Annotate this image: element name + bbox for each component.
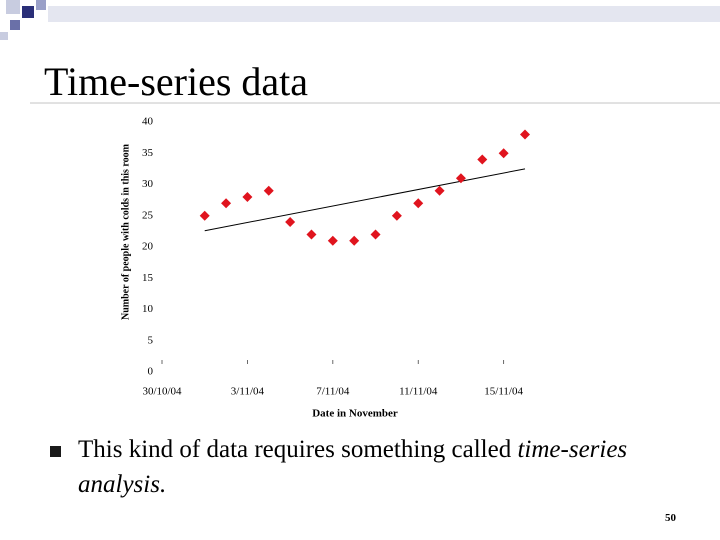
y-tick-label: 25 xyxy=(142,209,154,221)
point xyxy=(285,217,296,227)
point xyxy=(306,229,317,240)
y-tick-label: 15 xyxy=(142,272,154,284)
point xyxy=(391,210,402,221)
point xyxy=(263,185,274,196)
x-tick-label: 7/11/04 xyxy=(316,386,350,398)
text: This kind of data requires something cal… xyxy=(78,436,518,463)
slide-title: Time-series data xyxy=(44,59,309,104)
y-tick-label: 35 xyxy=(142,147,154,159)
x-tick-label: 15/11/04 xyxy=(484,386,523,398)
point xyxy=(477,154,488,165)
decoration xyxy=(0,0,720,104)
trendline xyxy=(204,168,526,232)
point xyxy=(520,129,530,140)
point xyxy=(434,185,445,196)
point xyxy=(455,173,466,184)
x-tick-label: 3/11/04 xyxy=(231,386,265,398)
page-number: 50 xyxy=(665,512,676,524)
point xyxy=(242,192,253,202)
y-tick-label: 5 xyxy=(148,334,154,346)
y-tick-label: 10 xyxy=(142,303,154,315)
y-tick-label: 0 xyxy=(148,366,154,378)
y-tick-label: 20 xyxy=(142,241,154,253)
x-tick-label: 11/11/04 xyxy=(399,386,438,398)
point xyxy=(498,148,509,159)
x-tick-label: 30/10/04 xyxy=(142,386,182,398)
bullet-text: This kind of data requires something cal… xyxy=(78,432,658,502)
point xyxy=(327,235,338,246)
y-axis-label: Number of people with colds in this room xyxy=(120,143,131,320)
x-axis-label: Date in November xyxy=(312,408,398,420)
point xyxy=(199,210,210,221)
y-tick-label: 30 xyxy=(142,178,154,190)
point xyxy=(370,229,381,240)
bullet-marker xyxy=(50,446,61,457)
point xyxy=(413,198,424,209)
point xyxy=(221,198,232,209)
y-tick-label: 40 xyxy=(142,116,154,128)
point xyxy=(349,235,360,246)
emphasis: time-series analysis. xyxy=(78,436,628,498)
